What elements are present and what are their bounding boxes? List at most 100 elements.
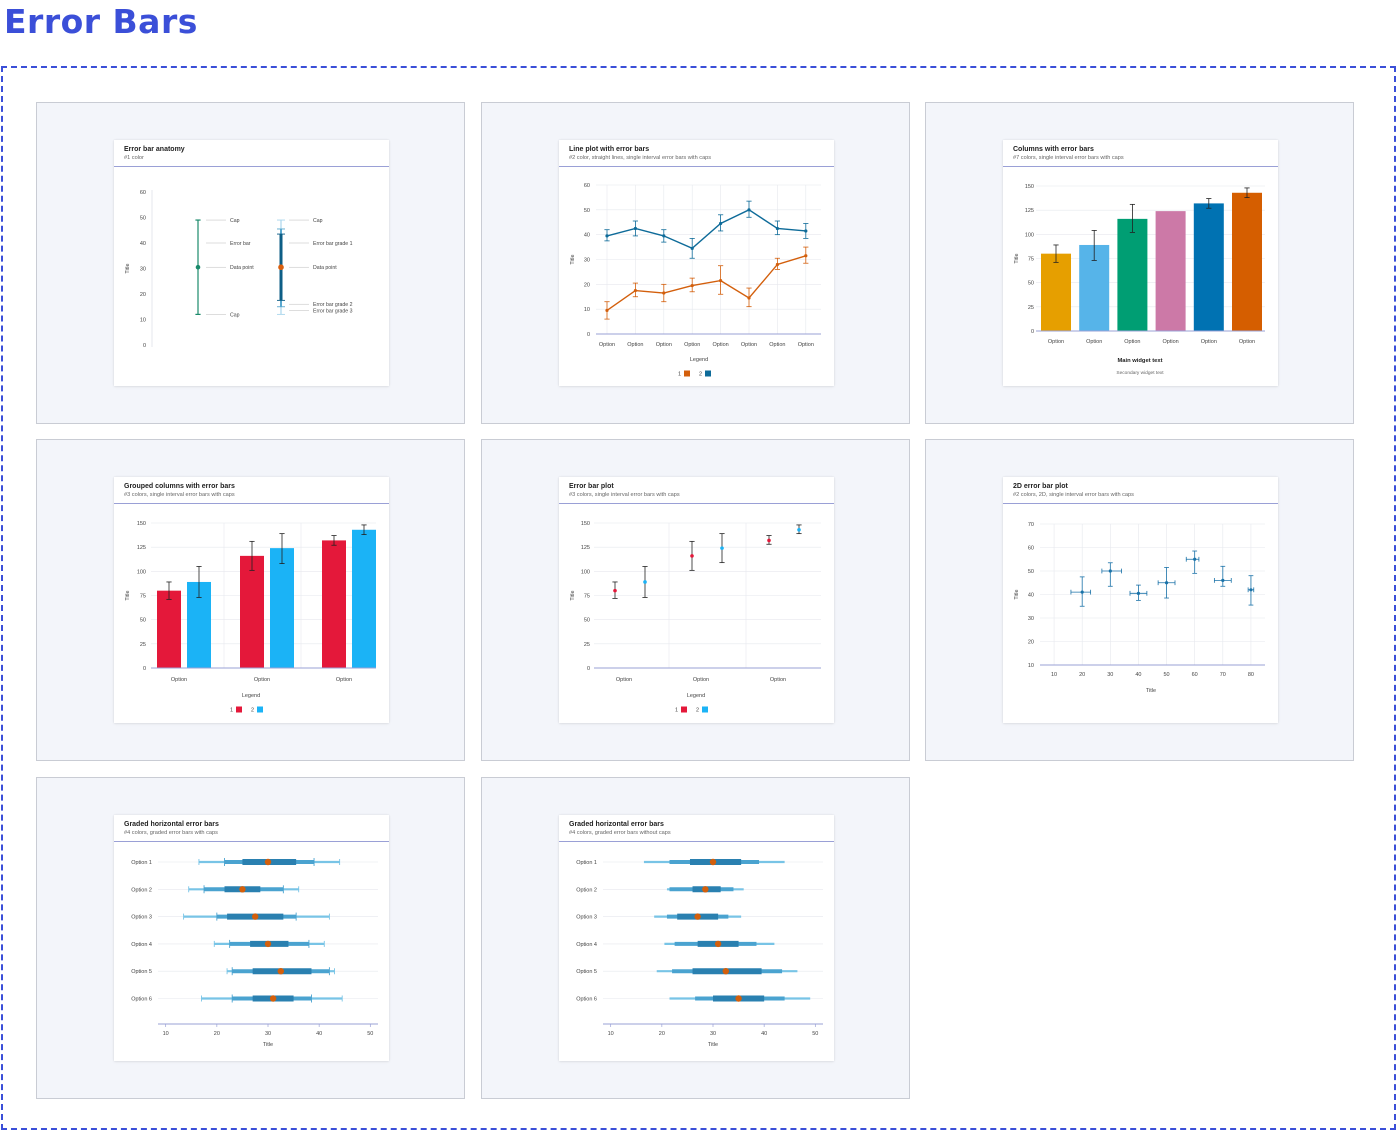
- x-tick-label: Option: [741, 342, 757, 348]
- graded-caps-chart: Option 1 Option 2 Option 3 Option 4 Option 5…: [131, 858, 378, 1048]
- card-title: Error bar plot: [569, 483, 614, 490]
- card-subtitle: #2 color, straight lines, single interva…: [569, 155, 712, 161]
- x-tick-label: Option: [1162, 339, 1178, 345]
- y-tick-label: 75: [584, 594, 590, 600]
- data-point: [662, 234, 666, 238]
- y-tick-label: 100: [581, 569, 590, 575]
- bar: [270, 548, 294, 668]
- y-tick-label: 0: [587, 666, 590, 672]
- y-tick-label: 60: [1028, 546, 1034, 552]
- legend-swatch: [684, 370, 690, 377]
- data-point: [264, 858, 272, 866]
- y-category-label: Option 1: [131, 860, 152, 866]
- columns-chart: 0 25 50 75 100 125 150 Title Option Option Option O…: [1014, 184, 1265, 376]
- x-tick-label: Option: [712, 342, 728, 348]
- x-tick-label: Option: [693, 677, 709, 683]
- panel-twod: 2D error bar plot #2 colors, 2D, single …: [925, 439, 1354, 761]
- data-point: [613, 588, 617, 593]
- y-axis-title: Title: [570, 590, 576, 600]
- data-point: [735, 995, 742, 1002]
- x-axis-title: Title: [263, 1042, 273, 1048]
- x-tick-label: Option: [599, 342, 615, 348]
- card-header: 2D error bar plot #2 colors, 2D, single …: [1003, 477, 1278, 504]
- panel-graded-caps: Graded horizontal error bars #4 colors, …: [36, 777, 465, 1099]
- data-point: [252, 913, 259, 920]
- data-point: [1080, 590, 1084, 594]
- secondary-widget-text: Secondary widget text: [1116, 370, 1164, 376]
- bar: [1041, 253, 1071, 331]
- legend-label: 2: [699, 372, 702, 378]
- y-tick-label: 10: [140, 318, 146, 324]
- y-tick-label: 125: [137, 545, 146, 551]
- card-graded-caps: Graded horizontal error bars #4 colors, …: [114, 815, 389, 1061]
- y-tick-label: 10: [584, 307, 590, 313]
- y-tick-label: 75: [140, 594, 146, 600]
- x-tick-label: Option: [1239, 339, 1255, 345]
- y-category-label: Option 4: [131, 942, 152, 948]
- card-header: Error bar plot #3 colors, single interva…: [559, 477, 834, 504]
- panel-columns: Columns with error bars #7 colors, singl…: [925, 102, 1354, 424]
- y-tick-label: 30: [140, 267, 146, 273]
- legend-label: 2: [696, 708, 699, 714]
- data-point: [690, 554, 694, 558]
- y-tick-label: 50: [140, 216, 146, 222]
- x-tick-label: 50: [367, 1031, 373, 1037]
- legend-label: 1: [230, 708, 233, 714]
- bar: [1232, 192, 1262, 331]
- data-point: [278, 264, 284, 271]
- y-tick-label: 150: [581, 521, 590, 527]
- data-point: [1108, 569, 1112, 573]
- x-tick-label: Option: [769, 342, 785, 348]
- annotation-label: Error bar grade 1: [313, 241, 353, 247]
- data-point: [1164, 581, 1169, 585]
- data-point: [702, 886, 709, 893]
- data-point: [722, 968, 729, 975]
- y-tick-label: 0: [143, 343, 146, 349]
- bar: [1193, 203, 1224, 331]
- x-tick-label: 10: [163, 1031, 169, 1037]
- y-tick-label: 50: [140, 618, 146, 624]
- data-point: [720, 546, 724, 550]
- x-tick-label: Option: [627, 342, 643, 348]
- legend-label: 1: [678, 372, 681, 378]
- x-tick-label: 30: [265, 1031, 271, 1037]
- y-category-label: Option 1: [576, 860, 597, 866]
- gallery-frame: Error bar anatomy #1 color 0 10 20 30 40 50 60…: [1, 66, 1396, 1130]
- card-title: Line plot with error bars: [569, 146, 650, 153]
- data-point: [690, 246, 694, 250]
- errorplot-chart: 0 25 50 75 100 125 150 Title Option Option Option L…: [570, 521, 821, 714]
- y-category-label: Option 3: [576, 915, 597, 921]
- data-point: [775, 226, 779, 231]
- legend-label: 1: [675, 708, 678, 714]
- y-tick-label: 60: [140, 190, 146, 196]
- y-category-label: Option 2: [131, 887, 152, 893]
- y-axis-title: Title: [1014, 253, 1020, 263]
- bar: [1117, 218, 1148, 331]
- card-grouped: Grouped columns with error bars #3 color…: [114, 477, 389, 723]
- x-tick-label: 20: [1079, 672, 1085, 678]
- data-point: [804, 254, 808, 258]
- y-tick-label: 40: [140, 241, 146, 247]
- data-point: [747, 296, 751, 300]
- x-tick-label: 40: [761, 1031, 767, 1037]
- y-tick-label: 125: [1025, 208, 1034, 214]
- x-tick-label: 50: [1164, 672, 1170, 678]
- data-point: [643, 580, 647, 584]
- y-tick-label: 125: [581, 545, 590, 551]
- data-point: [694, 913, 701, 920]
- y-tick-label: 20: [140, 292, 146, 298]
- line-chart: 0 10 20 30 40 50 60 Title Option Option Option Opti…: [570, 183, 821, 378]
- card-title: Graded horizontal error bars: [124, 821, 219, 828]
- card-anatomy: Error bar anatomy #1 color 0 10 20 30 40 50 60…: [114, 140, 389, 386]
- annotation-label: Error bar: [230, 241, 251, 247]
- y-tick-label: 25: [584, 642, 590, 648]
- data-point: [195, 264, 201, 270]
- panel-grouped: Grouped columns with error bars #3 color…: [36, 439, 465, 761]
- data-point: [747, 208, 751, 212]
- data-point: [690, 283, 694, 288]
- legend-title: Legend: [690, 357, 708, 363]
- card-header: Grouped columns with error bars #3 color…: [114, 477, 389, 504]
- card-subtitle: #1 color: [124, 155, 144, 161]
- y-tick-label: 50: [1028, 569, 1034, 575]
- data-point: [719, 221, 723, 226]
